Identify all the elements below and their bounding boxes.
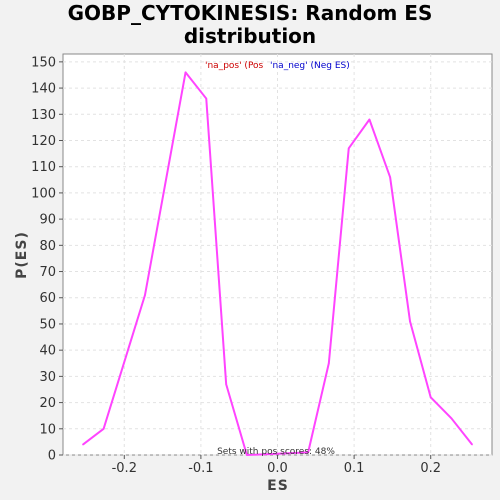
y-tick-label: 20 [39, 396, 56, 411]
chart-title: GOBP_CYTOKINESIS: Random ES distribution [0, 2, 500, 48]
x-tick-label: 0.0 [267, 461, 288, 476]
x-tick-label: 0.1 [344, 461, 365, 476]
y-tick-label: 140 [31, 82, 56, 97]
y-tick-label: 70 [39, 265, 56, 280]
legend-neg-label: 'na_neg' (Neg ES) [270, 61, 350, 71]
x-tick-label: -0.2 [112, 461, 137, 476]
y-tick-label: 50 [39, 317, 56, 332]
y-tick-label: 150 [31, 55, 56, 70]
y-tick-label: 60 [39, 291, 56, 306]
legend-pos-label: 'na_pos' (Pos [205, 61, 264, 71]
y-tick-label: 80 [39, 239, 56, 254]
x-tick-label: -0.1 [188, 461, 213, 476]
chart-title-line-2: distribution [183, 24, 317, 48]
y-tick-label: 30 [39, 370, 56, 385]
axis-ticks: 0 10 20 30 40 50 60 70 80 90 100 110 120 130 140 150 -0.… [31, 55, 473, 476]
pos-scores-annotation: Sets with pos scores: 48% [217, 447, 335, 457]
y-tick-label: 110 [31, 160, 56, 175]
x-axis-label: ES [267, 478, 289, 494]
y-tick-label: 40 [39, 344, 56, 359]
y-axis-label: P(ES) [14, 231, 30, 279]
y-tick-label: 0 [48, 449, 56, 464]
y-tick-label: 90 [39, 213, 56, 228]
y-tick-label: 120 [31, 134, 56, 149]
y-tick-label: 130 [31, 108, 56, 123]
y-tick-label: 10 [39, 422, 56, 437]
chart-title-line-1: GOBP_CYTOKINESIS: Random ES [67, 1, 433, 25]
y-tick-label: 100 [31, 186, 56, 201]
grid-lines [63, 54, 492, 456]
es-distribution-line [82, 71, 473, 456]
x-tick-label: 0.2 [420, 461, 441, 476]
